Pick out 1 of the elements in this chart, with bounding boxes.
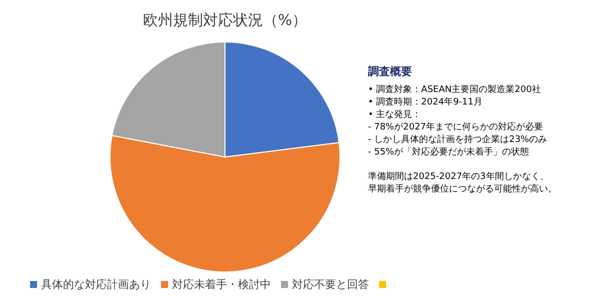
title: 欧州規制対応状況（%） xyxy=(142,11,308,29)
